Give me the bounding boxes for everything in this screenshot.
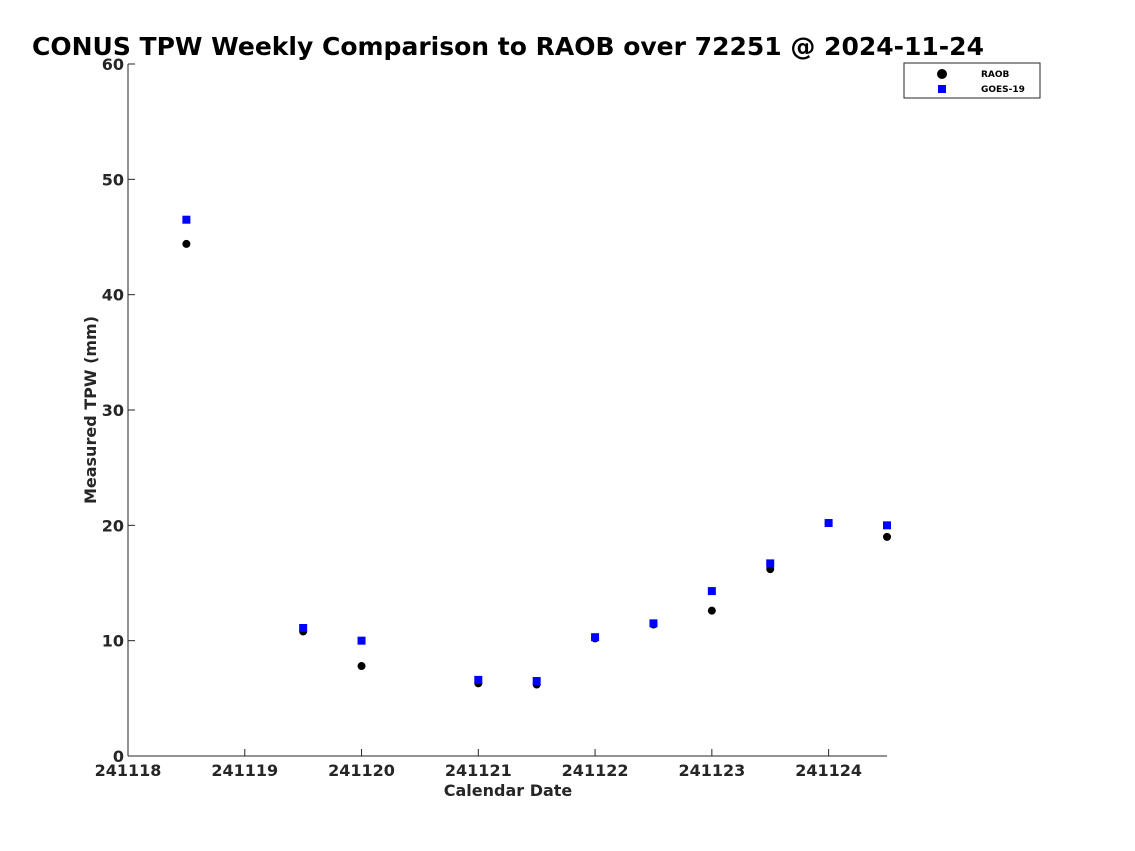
y-tick-label: 10 [102,632,124,651]
legend-label: RAOB [981,70,1010,80]
x-tick-label: 241122 [562,761,629,780]
goes-point [299,623,308,632]
x-axis-label: Calendar Date [444,781,573,800]
legend-marker-goes [938,85,946,93]
raob-point [182,239,191,248]
goes-point [474,675,483,684]
goes-point [707,587,716,596]
raob-point [883,532,891,541]
y-tick-label: 60 [102,55,124,74]
x-tick-label: 241120 [328,761,395,780]
goes-point [357,636,366,645]
raob-point [707,606,716,615]
x-tick-label: 241124 [795,761,862,780]
y-tick-label: 20 [102,516,124,535]
legend-box [903,62,1041,99]
x-tick-label: 241123 [678,761,745,780]
goes-point [182,215,191,224]
x-tick-label: 241119 [211,761,278,780]
y-tick-label: 0 [113,747,124,766]
legend-label: GOES-19 [981,85,1025,95]
goes-point [766,559,775,568]
goes-point [824,519,833,528]
axes: 0 10 20 30 40 50 60 241118 241119 241120 241121 241… [95,55,887,780]
goes-point [649,619,658,628]
chart-title: CONUS TPW Weekly Comparison to RAOB over… [32,32,984,61]
legend-marker-raob [937,69,947,79]
y-axis-label: Measured TPW (mm) [81,316,100,504]
y-tick-label: 30 [102,401,124,420]
goes-point [532,677,541,686]
y-tick-label: 50 [102,170,124,189]
x-tick-label: 241118 [95,761,162,780]
x-tick-label: 241121 [445,761,512,780]
legend: RAOB GOES-19 [903,62,1041,99]
raob-point [357,662,366,671]
goes-point [591,633,600,642]
goes-point [883,521,891,530]
y-tick-label: 40 [102,286,124,305]
data-marks [182,215,891,689]
